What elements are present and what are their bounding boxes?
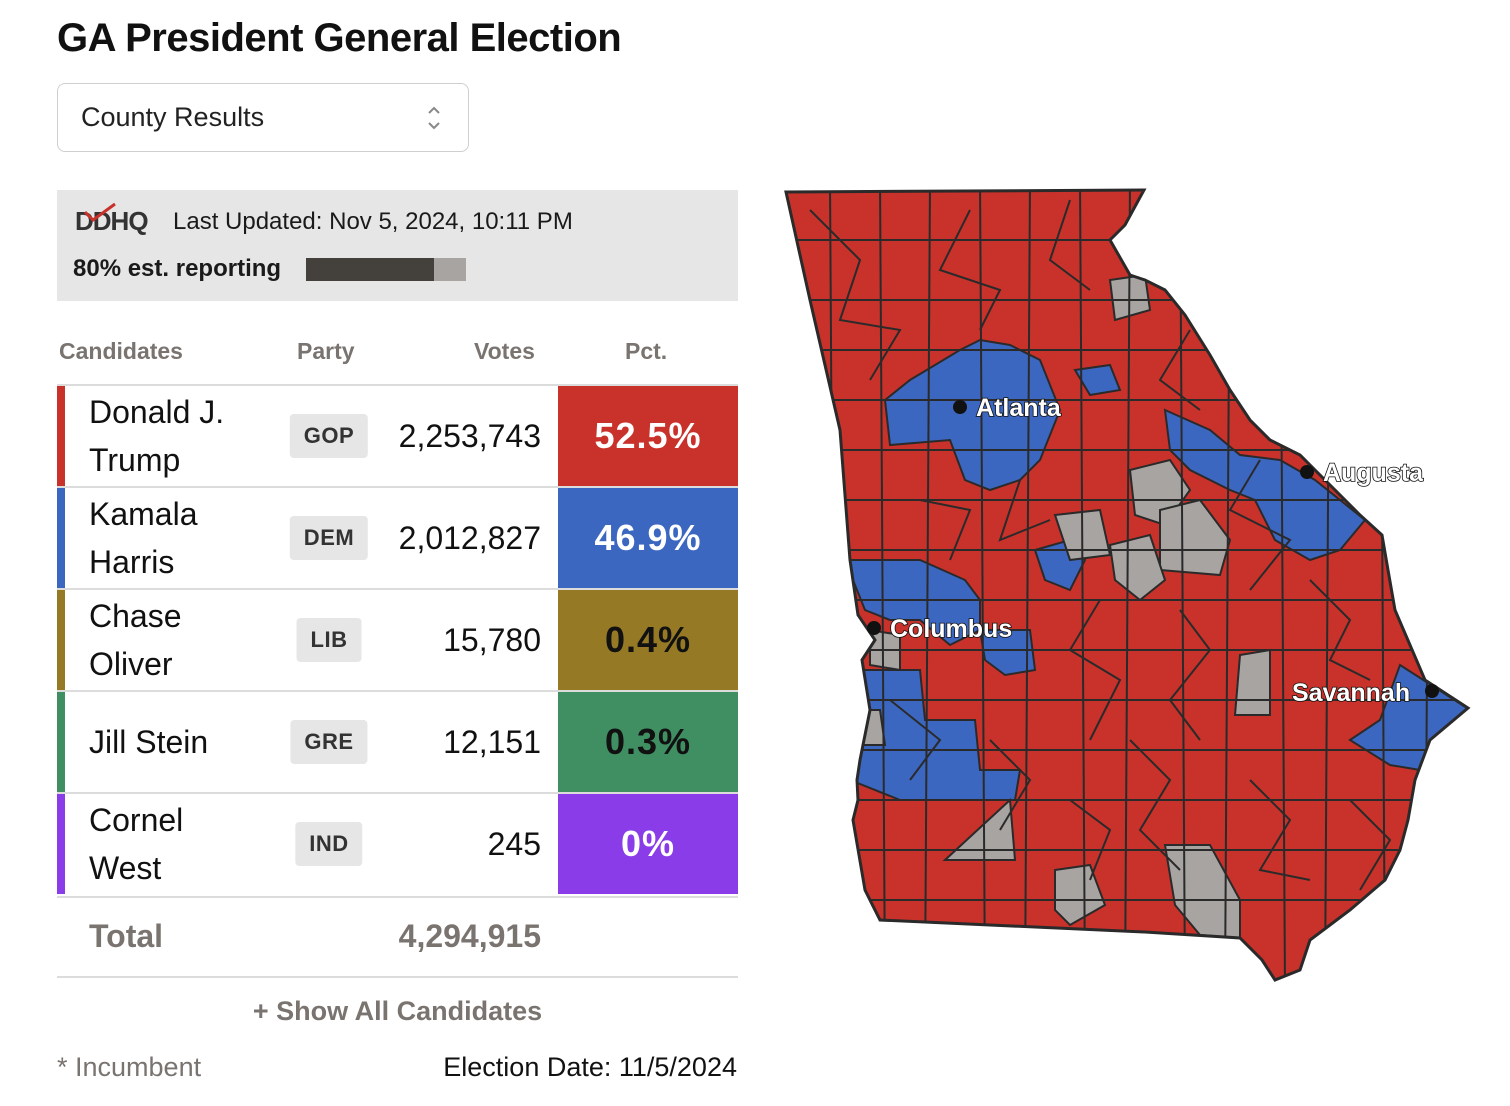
election-date: Election Date: 11/5/2024 <box>443 1052 737 1082</box>
incumbent-note: * Incumbent <box>57 1052 202 1082</box>
county-region-none <box>1108 533 1167 602</box>
candidate-row: Cornel West IND 245 0% <box>57 792 738 894</box>
candidate-name: Jill Stein <box>89 724 209 760</box>
city-label-augusta: Augusta <box>1323 459 1424 487</box>
chevron-up-down-icon <box>428 106 440 130</box>
party-badge: IND <box>295 822 363 866</box>
vote-count: 2,253,743 <box>398 417 541 454</box>
vote-percent: 0.4% <box>558 590 738 690</box>
party-color-stripe <box>57 590 65 690</box>
vote-percent: 52.5% <box>558 386 738 486</box>
party-color-stripe <box>57 692 65 792</box>
city-marker-savannah <box>1425 684 1439 698</box>
party-color-stripe <box>57 794 65 894</box>
city-marker-atlanta <box>953 400 967 414</box>
reporting-label: 80% est. reporting <box>73 255 282 282</box>
candidate-name: Kamala Harris <box>89 496 198 580</box>
view-select-value: County Results <box>81 102 265 132</box>
header-candidates: Candidates <box>59 338 183 364</box>
county-region-dem <box>843 559 981 647</box>
party-badge: DEM <box>289 516 369 560</box>
party-badge: GOP <box>289 414 369 458</box>
city-label-savannah: Savannah <box>1292 679 1410 707</box>
total-row: Total 4,294,915 <box>57 896 738 978</box>
candidate-row: Jill Stein GRE 12,151 0.3% <box>57 690 738 792</box>
header-party: Party <box>297 338 355 364</box>
candidate-row: Donald J. Trump GOP 2,253,743 52.5% <box>57 384 738 486</box>
county-region-none <box>1233 648 1271 716</box>
checkmark-icon <box>83 202 116 222</box>
county-region-dem <box>978 629 1037 677</box>
vote-count: 2,012,827 <box>398 519 541 556</box>
vote-count: 12,151 <box>443 723 541 760</box>
vote-percent: 0.3% <box>558 692 738 792</box>
county-region-dem <box>1073 363 1122 397</box>
vote-percent: 0% <box>558 794 738 894</box>
total-votes: 4,294,915 <box>398 918 541 954</box>
party-badge: GRE <box>290 720 368 764</box>
candidate-name: Cornel West <box>89 802 184 886</box>
party-color-stripe <box>57 488 65 588</box>
reporting-panel: DDHQ Last Updated: Nov 5, 2024, 10:11 PM… <box>57 190 738 301</box>
county-region-none <box>942 797 1017 861</box>
candidate-row: Kamala Harris DEM 2,012,827 46.9% <box>57 486 738 588</box>
city-label-atlanta: Atlanta <box>976 394 1062 422</box>
candidate-row: Chase Oliver LIB 15,780 0.4% <box>57 588 738 690</box>
reporting-progress-fill <box>306 258 434 281</box>
party-color-stripe <box>57 386 65 486</box>
party-badge: LIB <box>296 618 362 662</box>
vote-count: 15,780 <box>443 621 541 658</box>
candidate-name: Donald J. Trump <box>89 394 225 478</box>
header-votes: Votes <box>474 338 535 364</box>
city-label-columbus: Columbus <box>890 615 1012 643</box>
page-title: GA President General Election <box>57 16 622 60</box>
city-marker-columbus <box>867 621 881 635</box>
vote-percent: 46.9% <box>558 488 738 588</box>
county-region-dem <box>1163 408 1367 562</box>
ddhq-logo: DDHQ <box>75 202 149 237</box>
county-region-none <box>1159 498 1232 577</box>
show-all-candidates-link[interactable]: + Show All Candidates <box>252 996 543 1026</box>
last-updated: Last Updated: Nov 5, 2024, 10:11 PM <box>173 208 573 235</box>
total-label: Total <box>89 918 164 954</box>
header-pct: Pct. <box>625 338 668 364</box>
candidate-name: Chase Oliver <box>89 598 182 682</box>
view-select[interactable]: County Results <box>57 83 469 152</box>
vote-count: 245 <box>487 825 541 862</box>
city-marker-augusta <box>1300 465 1314 479</box>
state-outline <box>784 188 1471 982</box>
georgia-county-map[interactable]: Atlanta Augusta Columbus Savannah <box>770 180 1480 990</box>
reporting-progress-bar <box>306 258 466 281</box>
